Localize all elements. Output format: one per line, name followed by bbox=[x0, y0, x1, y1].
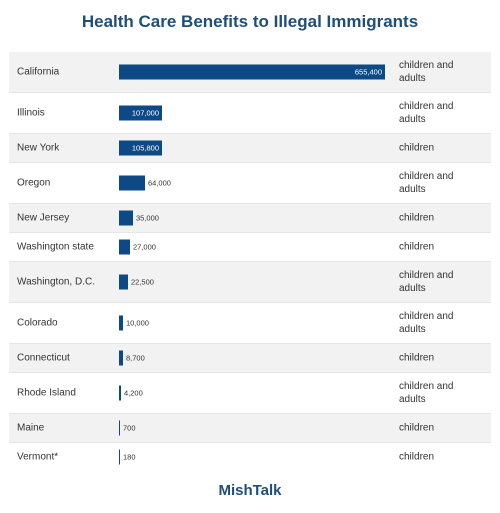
value-label: 180 bbox=[123, 452, 136, 462]
value-label: 107,000 bbox=[131, 108, 159, 118]
coverage-label: children bbox=[399, 241, 435, 253]
coverage-label: children and adults bbox=[399, 270, 454, 294]
value-label: 700 bbox=[123, 423, 136, 433]
state-label: Washington state bbox=[17, 241, 94, 253]
coverage-label: children bbox=[399, 422, 435, 434]
bar bbox=[119, 420, 120, 436]
value-label: 22,500 bbox=[131, 277, 154, 287]
coverage-label: children bbox=[399, 451, 435, 463]
table-row: California 655,400 children and adults bbox=[9, 52, 491, 92]
table-row: Vermont* 180 children bbox=[9, 442, 491, 471]
value-label: 655,400 bbox=[354, 67, 382, 77]
table-row: Washington, D.C. 22,500 children and adult… bbox=[9, 261, 491, 302]
footer-brand: MishTalk bbox=[218, 482, 282, 499]
table-row: Washington state 27,000 children bbox=[9, 232, 491, 261]
state-label: Maine bbox=[17, 422, 45, 434]
bar bbox=[119, 210, 133, 226]
bar bbox=[119, 350, 123, 366]
bar bbox=[119, 175, 145, 191]
bar bbox=[119, 239, 130, 255]
chart-table: California 655,400 children and adults Illi… bbox=[9, 52, 491, 471]
coverage-label: children and adults bbox=[399, 60, 454, 84]
value-label: 35,000 bbox=[136, 213, 159, 223]
bar bbox=[119, 105, 162, 121]
state-label: Rhode Island bbox=[17, 387, 76, 399]
value-label: 64,000 bbox=[148, 178, 171, 188]
state-label: Vermont* bbox=[17, 451, 59, 463]
chart-title: Health Care Benefits to Illegal Immigran… bbox=[81, 12, 419, 31]
bar bbox=[119, 385, 121, 401]
bar bbox=[119, 449, 120, 465]
table-row: Illinois 107,000 children and adults bbox=[9, 92, 491, 133]
table-row: Connecticut 8,700 children bbox=[9, 343, 491, 372]
coverage-label: children bbox=[399, 352, 435, 364]
state-label: Connecticut bbox=[17, 352, 70, 364]
bar bbox=[119, 315, 123, 331]
state-label: Washington, D.C. bbox=[17, 276, 95, 288]
coverage-label: children and adults bbox=[399, 311, 454, 335]
bar bbox=[119, 140, 162, 156]
state-label: New York bbox=[17, 142, 60, 154]
value-label: 10,000 bbox=[126, 318, 149, 328]
coverage-label: children bbox=[399, 212, 435, 224]
bar bbox=[119, 64, 385, 80]
table-row: Colorado 10,000 children and adults bbox=[9, 302, 491, 343]
value-label: 4,200 bbox=[124, 388, 143, 398]
value-label: 27,000 bbox=[133, 242, 156, 252]
state-label: New Jersey bbox=[17, 212, 70, 224]
state-label: Oregon bbox=[17, 177, 51, 189]
state-label: Colorado bbox=[17, 317, 58, 329]
coverage-label: children and adults bbox=[399, 381, 454, 405]
table-row: Rhode Island 4,200 children and adults bbox=[9, 372, 491, 413]
state-label: California bbox=[17, 66, 60, 78]
coverage-label: children bbox=[399, 142, 435, 154]
coverage-label: children and adults bbox=[399, 101, 454, 125]
table-row: New York 105,800 children bbox=[9, 133, 491, 162]
state-label: Illinois bbox=[17, 107, 45, 119]
table-row: Maine 700 children bbox=[9, 413, 491, 442]
table-row: Oregon 64,000 children and adults bbox=[9, 162, 491, 203]
table-row: New Jersey 35,000 children bbox=[9, 203, 491, 232]
value-label: 8,700 bbox=[126, 353, 145, 363]
coverage-label: children and adults bbox=[399, 171, 454, 195]
bar bbox=[119, 274, 128, 290]
value-label: 105,800 bbox=[131, 143, 159, 153]
